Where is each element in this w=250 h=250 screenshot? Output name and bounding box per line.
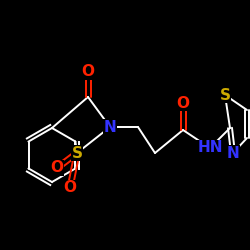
Text: HN: HN — [197, 140, 223, 156]
Text: N: N — [104, 120, 117, 134]
Text: O: O — [176, 96, 190, 110]
Text: O: O — [64, 180, 76, 196]
Text: O: O — [82, 64, 94, 80]
Text: S: S — [72, 146, 83, 160]
Text: S: S — [220, 88, 230, 102]
Text: O: O — [50, 160, 64, 176]
Text: N: N — [226, 146, 239, 160]
